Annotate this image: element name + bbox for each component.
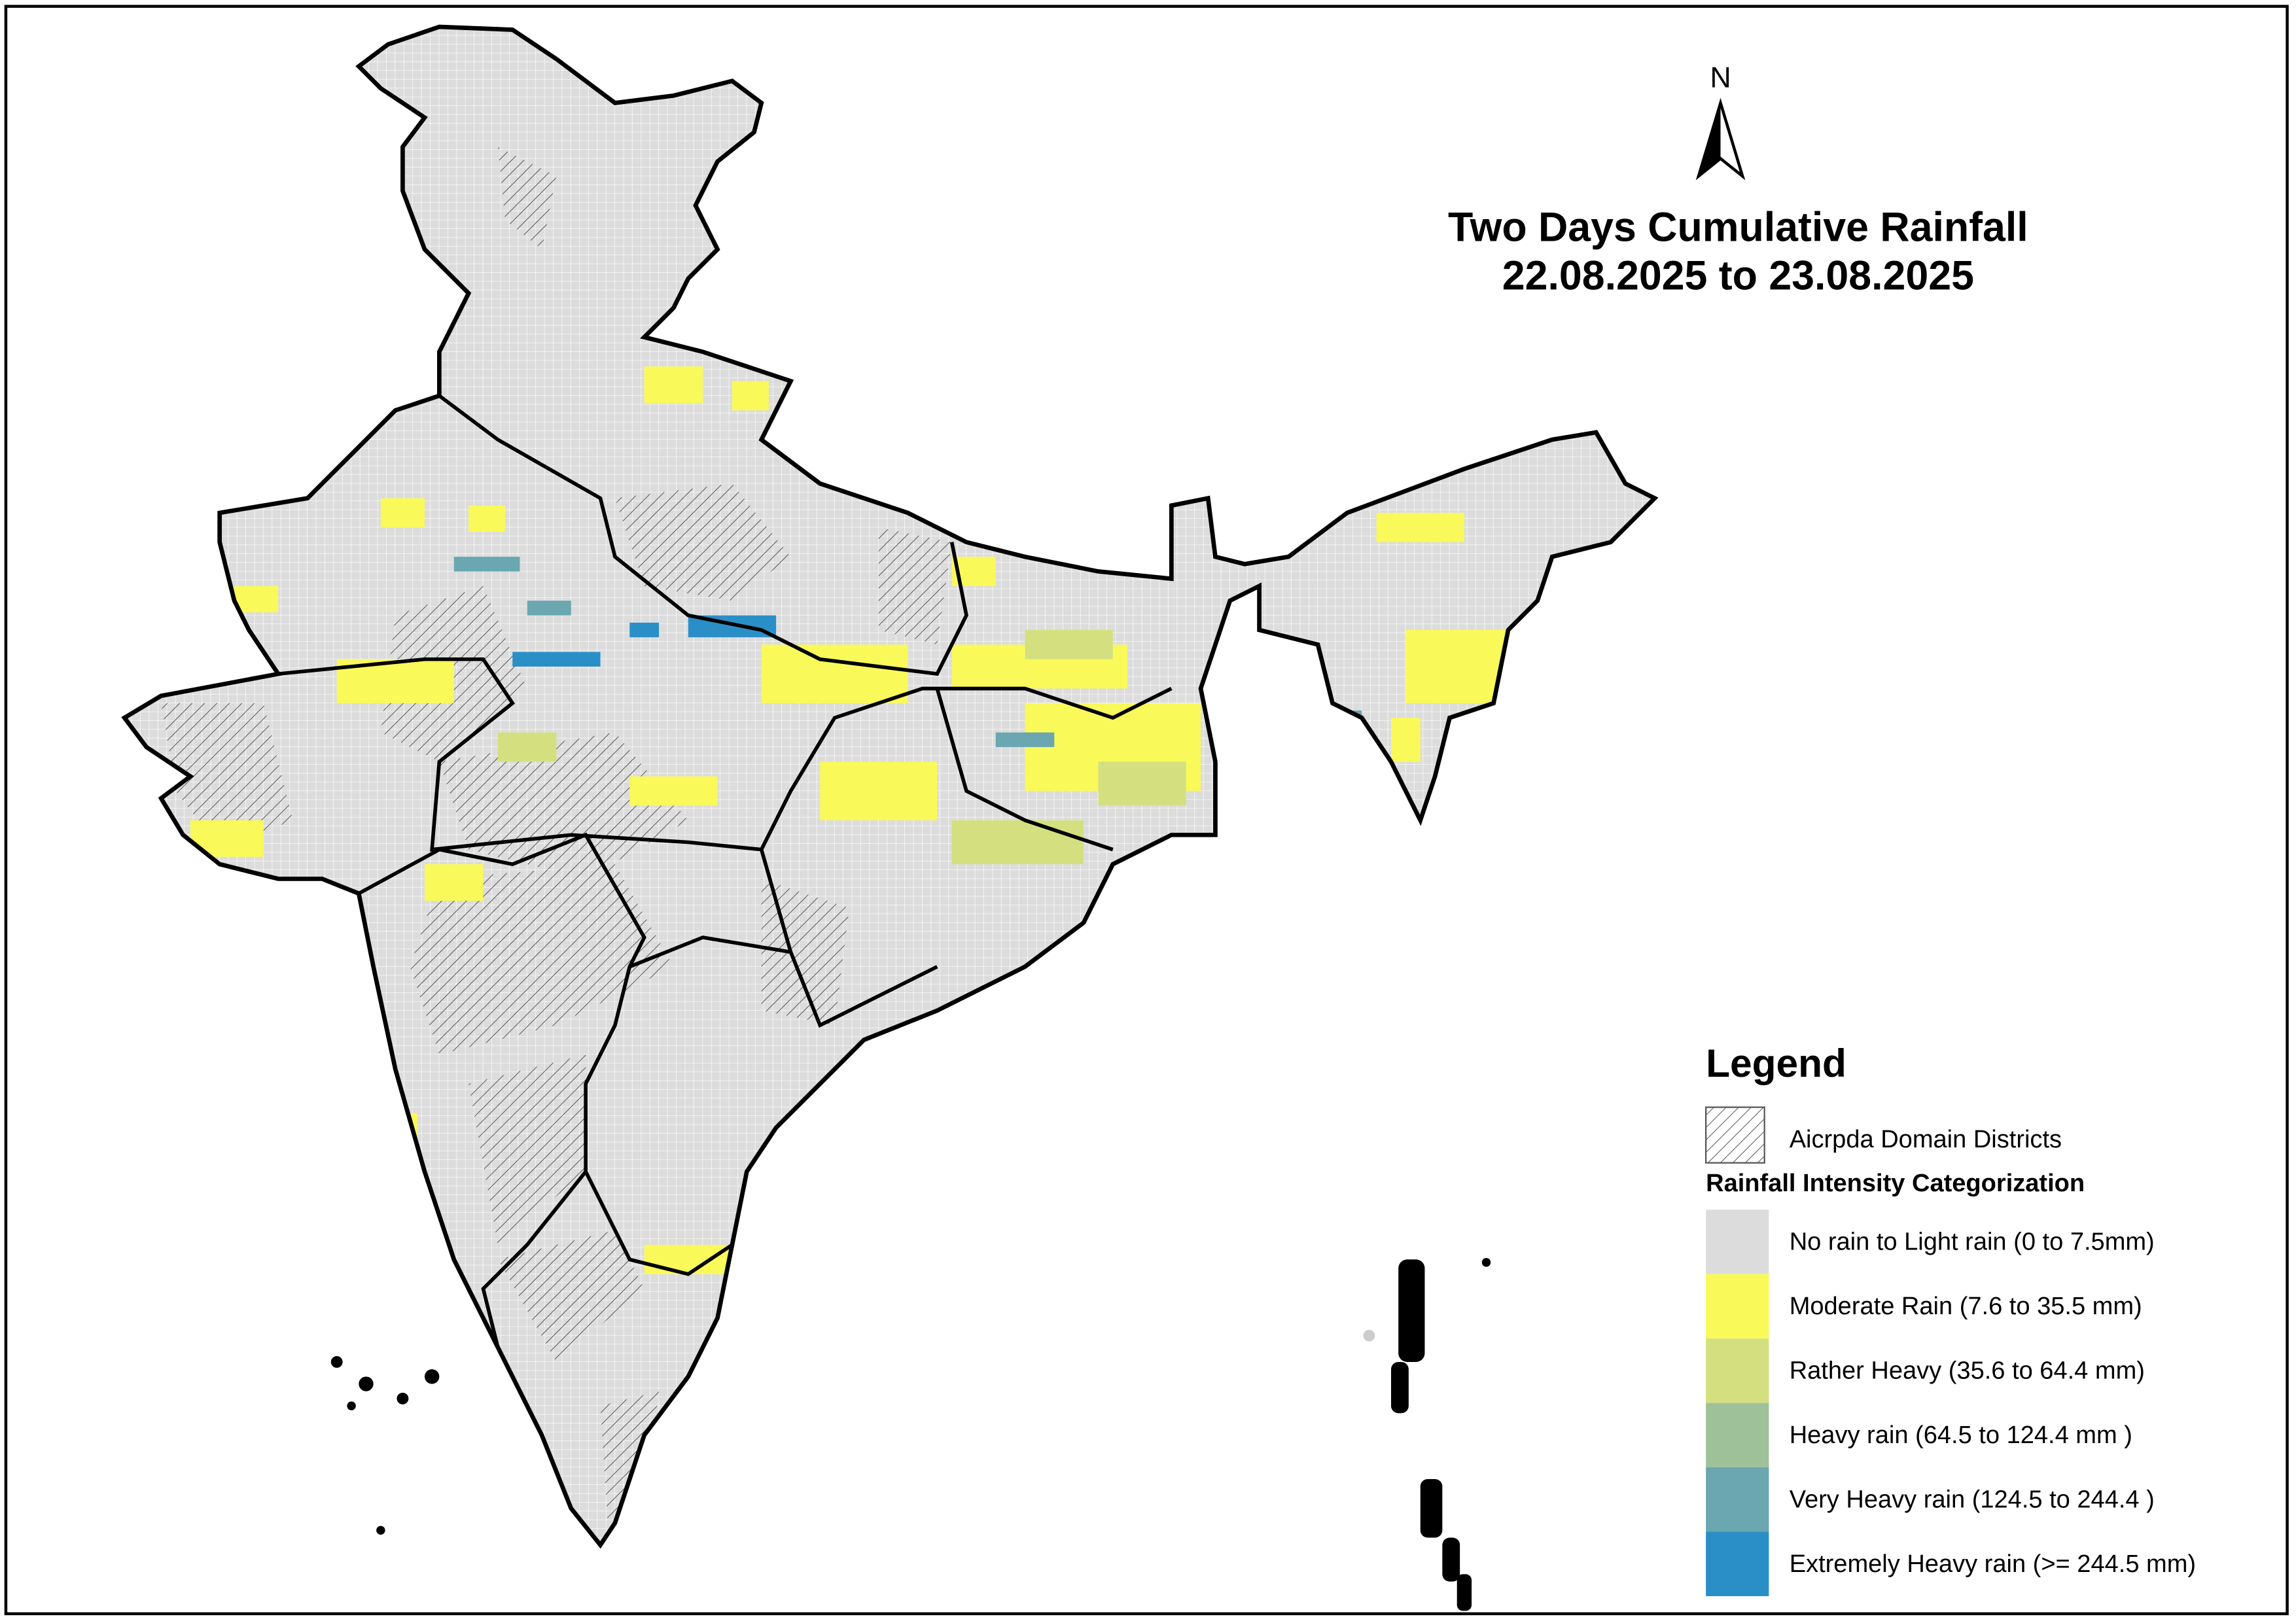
legend-swatch [1706,1403,1769,1468]
legend-swatch [1706,1338,1769,1403]
legend-label: Heavy rain (64.5 to 124.4 mm ) [1790,1422,2132,1449]
hatch-swatch [1705,1106,1765,1164]
north-arrow: N [1695,61,1746,181]
hatch-label: Aicrpda Domain Districts [1790,1126,2062,1153]
legend-swatch [1706,1531,1769,1597]
extreme-cells [512,615,777,667]
category-title: Rainfall Intensity Categorization [1706,1170,2085,1197]
islands [330,1258,1491,1611]
legend-swatch [1706,1274,1769,1339]
subtitle: 22.08.2025 to 23.08.2025 [1502,253,1974,298]
legend: Legend Aicrpda Domain Districts Rainfall… [1705,1041,2196,1597]
legend-label: Extremely Heavy rain (>= 244.5 mm) [1790,1550,2196,1578]
legend-label: No rain to Light rain (0 to 7.5mm) [1790,1229,2155,1256]
north-label: N [1710,61,1731,94]
legend-swatch [1706,1210,1769,1274]
legend-label: Moderate Rain (7.6 to 35.5 mm) [1790,1293,2142,1320]
title: Two Days Cumulative Rainfall [1448,205,2028,251]
legend-swatch [1706,1467,1769,1532]
legend-title: Legend [1706,1041,1846,1085]
legend-label: Rather Heavy (35.6 to 64.4 mm) [1790,1357,2145,1385]
rather-heavy-cells [497,630,1186,865]
legend-label: Very Heavy rain (124.5 to 244.4 ) [1790,1486,2155,1514]
very-heavy-cells [453,557,1362,748]
state-borders [277,394,1173,1348]
